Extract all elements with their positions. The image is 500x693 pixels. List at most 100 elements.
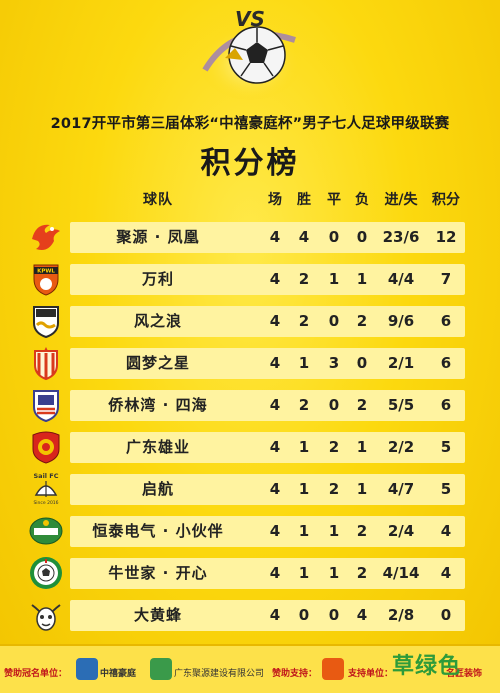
team-name: 聚源 · 凤凰: [116, 228, 200, 246]
points-value: 6: [440, 396, 452, 414]
partner-name: 广东聚源建设有限公司: [174, 669, 265, 679]
won-value: 2: [298, 312, 310, 330]
support2-label: 支持单位：: [348, 669, 394, 679]
won-value: 1: [298, 522, 310, 540]
team-name: 恒泰电气 · 小伙伴: [92, 522, 224, 540]
svg-text:Sail FC: Sail FC: [34, 472, 59, 480]
won-value: 1: [298, 438, 310, 456]
header-goals: 进/失: [384, 192, 418, 208]
ball-badge-icon: [28, 555, 64, 591]
page-subtitle: 积分榜: [200, 146, 300, 181]
points-value: 4: [440, 522, 452, 540]
brand-right: 名匠装饰: [446, 669, 483, 679]
points-value: 5: [440, 480, 452, 498]
played-value: 4: [269, 564, 281, 582]
row-background: [70, 390, 465, 421]
lost-value: 0: [356, 354, 368, 372]
goals-value: 2/1: [387, 354, 415, 372]
sponsor-label: 赞助冠名单位：: [4, 669, 68, 679]
drawn-value: 2: [328, 480, 340, 498]
star-shield-icon: [28, 345, 64, 381]
drawn-value: 1: [328, 564, 340, 582]
kpwl-shield-icon: KPWL: [28, 261, 64, 297]
team-name: 启航: [141, 480, 174, 498]
header-lost: 负: [355, 192, 369, 208]
castle-shield-icon: [28, 387, 64, 423]
lost-value: 1: [356, 480, 368, 498]
played-value: 4: [269, 522, 281, 540]
lost-value: 0: [356, 228, 368, 246]
lost-value: 2: [356, 396, 368, 414]
svg-text:VS: VS: [235, 7, 265, 31]
svg-text:KPWL: KPWL: [37, 269, 55, 275]
goals-value: 4/4: [387, 270, 415, 288]
sponsor-logo-icon: [76, 658, 98, 680]
standings-table: 聚源 · 凤凰 4 4 0 0 23/6 12 KPWL 万利 4 2 1 1 …: [0, 216, 500, 636]
drawn-value: 1: [328, 522, 340, 540]
goals-value: 5/5: [387, 396, 415, 414]
header-won: 胜: [297, 192, 311, 208]
points-value: 6: [440, 312, 452, 330]
played-value: 4: [269, 480, 281, 498]
red-shield-icon: [28, 429, 64, 465]
lost-value: 1: [356, 270, 368, 288]
table-row: 广东雄业 4 1 2 1 2/2 5: [0, 426, 500, 468]
team-name: 广东雄业: [125, 438, 190, 456]
table-row: KPWL 万利 4 2 1 1 4/4 7: [0, 258, 500, 300]
team-name: 圆梦之星: [125, 354, 190, 372]
won-value: 1: [298, 480, 310, 498]
drawn-value: 3: [328, 354, 340, 372]
team-name: 牛世家 · 开心: [108, 564, 208, 582]
header-team: 球队: [143, 192, 173, 208]
goals-value: 23/6: [382, 228, 420, 246]
table-row: 圆梦之星 4 1 3 0 2/1 6: [0, 342, 500, 384]
played-value: 4: [269, 396, 281, 414]
goals-value: 4/7: [387, 480, 415, 498]
header-drawn: 平: [327, 192, 341, 208]
support-label: 赞助支持：: [272, 669, 318, 679]
won-value: 0: [298, 606, 310, 624]
lost-value: 2: [356, 522, 368, 540]
support-logo-icon: [322, 658, 344, 680]
header-played: 场: [268, 192, 282, 208]
drawn-value: 0: [328, 228, 340, 246]
sponsor-name: 中禧豪庭: [100, 669, 137, 679]
sponsor-footer: 赞助冠名单位： 中禧豪庭 广东聚源建设有限公司 赞助支持： 支持单位： 名匠装饰: [0, 644, 500, 693]
points-value: 5: [440, 438, 452, 456]
played-value: 4: [269, 438, 281, 456]
sail-logo-icon: Sail FC Since 2016: [28, 471, 64, 507]
footer-divider: [0, 644, 500, 646]
drawn-value: 0: [328, 606, 340, 624]
team-name: 侨林湾 · 四海: [108, 396, 208, 414]
row-background: [70, 600, 465, 631]
played-value: 4: [269, 312, 281, 330]
won-value: 4: [298, 228, 310, 246]
points-value: 0: [440, 606, 452, 624]
lost-value: 4: [356, 606, 368, 624]
played-value: 4: [269, 606, 281, 624]
hero-graphic: VS: [195, 0, 305, 100]
table-row: 大黄蜂 4 0 0 4 2/8 0: [0, 594, 500, 636]
row-background: [70, 474, 465, 505]
table-header: 球队 场 胜 平 负 进/失 积分: [0, 188, 500, 212]
goals-value: 4/14: [382, 564, 420, 582]
played-value: 4: [269, 270, 281, 288]
points-value: 4: [440, 564, 452, 582]
table-row: 风之浪 4 2 0 2 9/6 6: [0, 300, 500, 342]
header-points: 积分: [432, 192, 460, 208]
table-row: 恒泰电气 · 小伙伴 4 1 1 2 2/4 4: [0, 510, 500, 552]
goals-value: 2/4: [387, 522, 415, 540]
phoenix-logo-icon: [28, 219, 64, 255]
page-title: 2017开平市第三届体彩“中禧豪庭杯”男子七人足球甲级联赛: [50, 116, 450, 132]
row-background: [70, 432, 465, 463]
partner-logo-icon: [150, 658, 172, 680]
lost-value: 2: [356, 312, 368, 330]
table-row: 侨林湾 · 四海 4 2 0 2 5/5 6: [0, 384, 500, 426]
table-row: 牛世家 · 开心 4 1 1 2 4/14 4: [0, 552, 500, 594]
green-badge-icon: [28, 513, 64, 549]
lost-value: 1: [356, 438, 368, 456]
goals-value: 2/8: [387, 606, 415, 624]
won-value: 2: [298, 396, 310, 414]
row-background: [70, 264, 465, 295]
drawn-value: 2: [328, 438, 340, 456]
